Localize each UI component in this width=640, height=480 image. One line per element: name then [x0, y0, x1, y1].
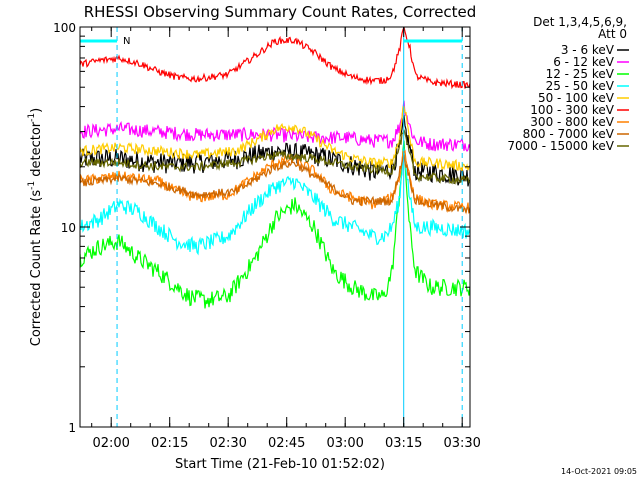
x-tick-label-5: 03:15	[385, 436, 422, 451]
x-axis-label: Start Time (21-Feb-10 01:52:02)	[175, 457, 385, 472]
x-tick-label-6: 03:30	[443, 436, 480, 451]
legend-label-3: 25 - 50 keV	[546, 79, 615, 93]
legend-label-6: 300 - 800 keV	[530, 115, 614, 129]
y-tick-label-2: 100	[53, 21, 76, 35]
legend-label-0: 3 - 6 keV	[561, 43, 615, 57]
series-line-4	[80, 105, 470, 172]
y-tick-label-0: 1	[68, 421, 76, 435]
x-axis: 02:00 02:15 02:30 02:45 03:00 03:15 03:30	[91, 27, 481, 451]
y-axis-label-part: -1	[27, 113, 37, 122]
chart-title: RHESSI Observing Summary Count Rates, Co…	[84, 3, 477, 21]
y-axis-label-part: Corrected Count Rate (s	[29, 190, 44, 347]
generated-timestamp: 14-Oct-2021 09:05	[561, 467, 637, 476]
plot-frame	[79, 26, 471, 428]
legend-header-line-1: Det 1,3,4,5,6,9,	[533, 15, 627, 29]
bar-marker-label: N	[123, 36, 130, 47]
series-line-1	[80, 100, 470, 153]
x-tick-label-2: 02:30	[209, 436, 246, 451]
series-group	[80, 27, 470, 309]
y-axis-label-part: detector	[29, 121, 44, 181]
x-tick-label-4: 03:00	[326, 436, 363, 451]
legend-label-1: 6 - 12 keV	[553, 55, 615, 69]
x-tick-label-1: 02:15	[151, 436, 188, 451]
legend-label-8: 7000 - 15000 keV	[507, 139, 614, 153]
markers-group: N	[79, 27, 463, 427]
series-line-5	[80, 27, 470, 90]
legend-header-line-2: Att 0	[598, 27, 627, 41]
legend-label-7: 800 - 7000 keV	[523, 127, 615, 141]
y-axis-label-part: -1	[27, 181, 37, 190]
legend-label-2: 12 - 25 keV	[546, 67, 615, 81]
legend-label-5: 100 - 300 keV	[530, 103, 614, 117]
y-axis: 1 10 100	[53, 21, 470, 435]
series-line-8	[80, 129, 470, 185]
series-line-7	[80, 154, 470, 214]
x-tick-label-0: 02:00	[92, 436, 129, 451]
y-tick-label-1: 10	[61, 221, 76, 235]
legend-label-4: 50 - 100 keV	[538, 91, 615, 105]
x-tick-label-3: 02:45	[268, 436, 305, 451]
y-axis-label-part: )	[29, 108, 44, 113]
series-line-0	[80, 114, 470, 187]
y-axis-label: Corrected Count Rate (s-1 detector-1)	[27, 108, 44, 346]
